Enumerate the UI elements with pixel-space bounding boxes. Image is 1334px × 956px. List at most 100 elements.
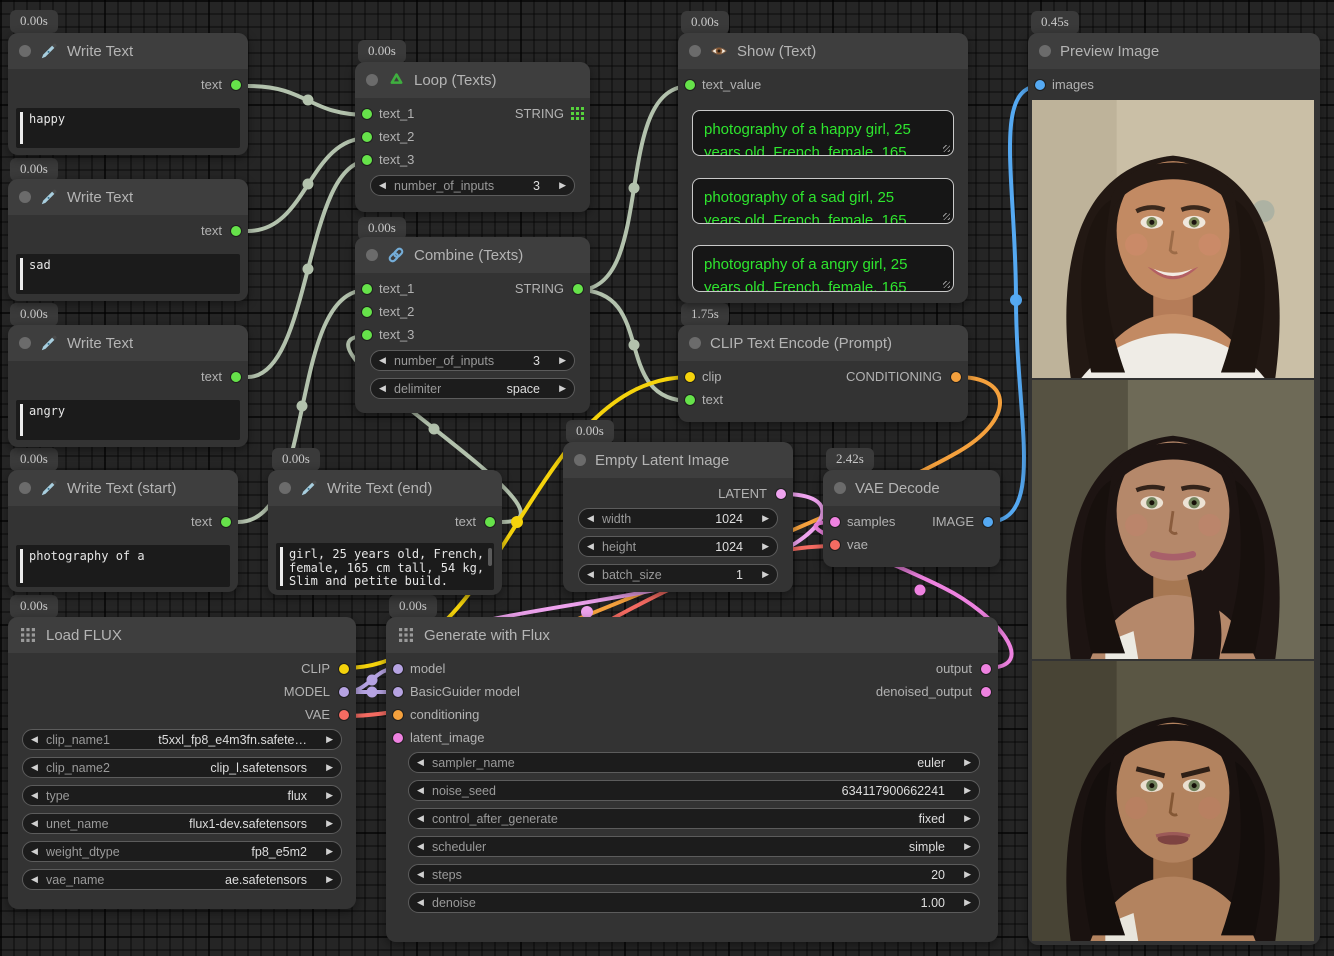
- increment-arrow-icon[interactable]: ▶: [559, 355, 566, 365]
- output-dot-conditioning[interactable]: [951, 371, 961, 382]
- node-title-bar[interactable]: Combine (Texts): [355, 237, 590, 273]
- text-field[interactable]: photography of a: [16, 545, 230, 587]
- node-title-bar[interactable]: Empty Latent Image: [563, 442, 793, 478]
- decrement-arrow-icon[interactable]: ◀: [587, 513, 594, 523]
- node-write-text-1[interactable]: Write Text text happy: [8, 33, 248, 155]
- input-dot-vae[interactable]: [830, 539, 840, 550]
- widget-denoise[interactable]: ◀ denoise 1.00 ▶: [408, 892, 980, 913]
- widget-noise_seed[interactable]: ◀ noise_seed 634117900662241 ▶: [408, 780, 980, 801]
- widget-number_of_inputs[interactable]: ◀ number_of_inputs 3 ▶: [370, 350, 575, 371]
- show-text-output-3[interactable]: photography of a angry girl, 25 years ol…: [692, 245, 954, 292]
- input-dot-model[interactable]: [393, 663, 403, 674]
- output-dot-text[interactable]: [231, 371, 241, 382]
- decrement-arrow-icon[interactable]: ◀: [417, 841, 424, 851]
- node-title-bar[interactable]: Write Text (start): [8, 470, 238, 506]
- widget-unet_name[interactable]: ◀ unet_name flux1-dev.safetensors ▶: [22, 813, 342, 834]
- output-dot-model[interactable]: [339, 686, 349, 697]
- node-title-bar[interactable]: CLIP Text Encode (Prompt): [678, 325, 968, 361]
- widget-clip_name1[interactable]: ◀ clip_name1 t5xxl_fp8_e4m3fn.safete… ▶: [22, 729, 342, 750]
- node-title-bar[interactable]: Write Text: [8, 325, 248, 361]
- decrement-arrow-icon[interactable]: ◀: [379, 383, 386, 393]
- decrement-arrow-icon[interactable]: ◀: [417, 869, 424, 879]
- node-title-bar[interactable]: Load FLUX: [8, 617, 356, 653]
- input-dot-text[interactable]: [685, 394, 695, 405]
- input-dot-samples[interactable]: [830, 516, 840, 527]
- increment-arrow-icon[interactable]: ▶: [762, 569, 769, 579]
- decrement-arrow-icon[interactable]: ◀: [31, 762, 38, 772]
- decrement-arrow-icon[interactable]: ◀: [31, 818, 38, 828]
- input-dot-text-value[interactable]: [685, 79, 695, 90]
- widget-sampler_name[interactable]: ◀ sampler_name euler ▶: [408, 752, 980, 773]
- widget-type[interactable]: ◀ type flux ▶: [22, 785, 342, 806]
- input-dot-latent-image[interactable]: [393, 732, 403, 743]
- scrollbar-thumb[interactable]: [488, 548, 492, 566]
- node-load-flux[interactable]: Load FLUX CLIP MODEL VAE ◀ clip_name1 t5xx…: [8, 617, 356, 909]
- node-preview-image[interactable]: Preview Image images: [1028, 33, 1320, 945]
- node-title-bar[interactable]: Loop (Texts): [355, 62, 590, 98]
- text-field[interactable]: angry: [16, 400, 240, 440]
- increment-arrow-icon[interactable]: ▶: [559, 383, 566, 393]
- decrement-arrow-icon[interactable]: ◀: [379, 180, 386, 190]
- output-dot-text[interactable]: [231, 225, 241, 236]
- increment-arrow-icon[interactable]: ▶: [964, 869, 971, 879]
- node-show-text[interactable]: Show (Text) text_value photography of a …: [678, 33, 968, 303]
- node-title-bar[interactable]: Write Text (end): [268, 470, 502, 506]
- node-title-bar[interactable]: Write Text: [8, 33, 248, 69]
- decrement-arrow-icon[interactable]: ◀: [417, 897, 424, 907]
- widget-number_of_inputs[interactable]: ◀ number_of_inputs 3 ▶: [370, 175, 575, 196]
- increment-arrow-icon[interactable]: ▶: [964, 813, 971, 823]
- increment-arrow-icon[interactable]: ▶: [964, 841, 971, 851]
- node-title-bar[interactable]: VAE Decode: [823, 470, 1000, 506]
- input-dot-text-1[interactable]: [362, 108, 372, 119]
- increment-arrow-icon[interactable]: ▶: [964, 897, 971, 907]
- node-write-text-start[interactable]: Write Text (start) text photography of a: [8, 470, 238, 592]
- input-dot-text-3[interactable]: [362, 154, 372, 165]
- input-dot-clip[interactable]: [685, 371, 695, 382]
- widget-scheduler[interactable]: ◀ scheduler simple ▶: [408, 836, 980, 857]
- decrement-arrow-icon[interactable]: ◀: [417, 757, 424, 767]
- node-clip-text-encode[interactable]: CLIP Text Encode (Prompt) clip text COND…: [678, 325, 968, 422]
- increment-arrow-icon[interactable]: ▶: [326, 790, 333, 800]
- increment-arrow-icon[interactable]: ▶: [326, 734, 333, 744]
- increment-arrow-icon[interactable]: ▶: [326, 818, 333, 828]
- decrement-arrow-icon[interactable]: ◀: [587, 569, 594, 579]
- output-dot-vae[interactable]: [339, 709, 349, 720]
- widget-control_after_generate[interactable]: ◀ control_after_generate fixed ▶: [408, 808, 980, 829]
- node-title-bar[interactable]: Preview Image: [1028, 33, 1320, 69]
- widget-width[interactable]: ◀ width 1024 ▶: [578, 508, 778, 529]
- decrement-arrow-icon[interactable]: ◀: [417, 785, 424, 795]
- output-dot-string[interactable]: [573, 283, 583, 294]
- node-title-bar[interactable]: Write Text: [8, 179, 248, 215]
- output-dot-image[interactable]: [983, 516, 993, 527]
- output-dot-text[interactable]: [485, 516, 495, 527]
- text-field[interactable]: happy: [16, 108, 240, 148]
- decrement-arrow-icon[interactable]: ◀: [31, 846, 38, 856]
- decrement-arrow-icon[interactable]: ◀: [31, 874, 38, 884]
- text-field[interactable]: sad: [16, 254, 240, 294]
- output-dot-text[interactable]: [221, 516, 231, 527]
- decrement-arrow-icon[interactable]: ◀: [31, 790, 38, 800]
- output-dot-latent[interactable]: [776, 488, 786, 499]
- increment-arrow-icon[interactable]: ▶: [326, 762, 333, 772]
- increment-arrow-icon[interactable]: ▶: [762, 541, 769, 551]
- node-loop-texts[interactable]: Loop (Texts) text_1 text_2 text_3 STRING…: [355, 62, 590, 212]
- decrement-arrow-icon[interactable]: ◀: [587, 541, 594, 551]
- increment-arrow-icon[interactable]: ▶: [559, 180, 566, 190]
- increment-arrow-icon[interactable]: ▶: [326, 846, 333, 856]
- widget-vae_name[interactable]: ◀ vae_name ae.safetensors ▶: [22, 869, 342, 890]
- input-dot-text-1[interactable]: [362, 283, 372, 294]
- input-dot-images[interactable]: [1035, 79, 1045, 90]
- input-dot-text-2[interactable]: [362, 306, 372, 317]
- input-dot-basicguider-model[interactable]: [393, 686, 403, 697]
- increment-arrow-icon[interactable]: ▶: [326, 874, 333, 884]
- output-dot-denoised-output[interactable]: [981, 686, 991, 697]
- output-dot-output[interactable]: [981, 663, 991, 674]
- widget-clip_name2[interactable]: ◀ clip_name2 clip_l.safetensors ▶: [22, 757, 342, 778]
- node-generate-with-flux[interactable]: Generate with Flux model BasicGuider mod…: [386, 617, 998, 942]
- text-field[interactable]: girl, 25 years old, French, female, 165 …: [276, 543, 494, 590]
- node-write-text-3[interactable]: Write Text text angry: [8, 325, 248, 447]
- widget-delimiter[interactable]: ◀ delimiter space ▶: [370, 378, 575, 399]
- output-dot-clip[interactable]: [339, 663, 349, 674]
- show-text-output-1[interactable]: photography of a happy girl, 25 years ol…: [692, 110, 954, 156]
